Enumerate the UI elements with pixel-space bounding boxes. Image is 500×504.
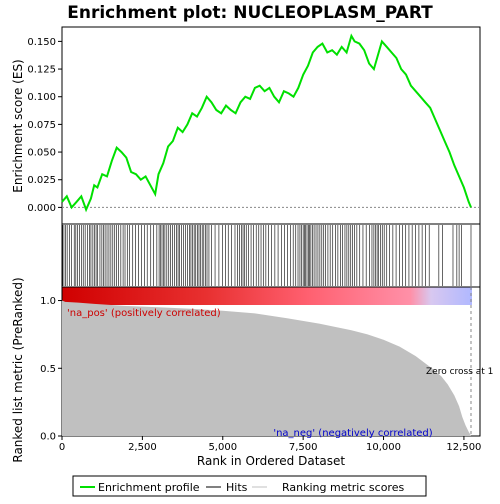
metric-ytick-label: 0.5 bbox=[40, 364, 56, 375]
es-ytick-label: 0.125 bbox=[27, 65, 56, 76]
es-ytick-label: 0.000 bbox=[27, 203, 56, 214]
legend-metric-label: Ranking metric scores bbox=[282, 481, 404, 494]
metric-ylabel: Ranked list metric (PreRanked) bbox=[11, 277, 25, 462]
pos-correlated-label: 'na_pos' (positively correlated) bbox=[67, 308, 221, 319]
x-tick-label: 12,500 bbox=[446, 442, 481, 453]
enrichment-profile-line bbox=[61, 33, 472, 213]
es-ytick-label: 0.150 bbox=[27, 37, 56, 48]
es-ytick-label: 0.100 bbox=[27, 92, 56, 103]
metric-ytick-label: 0.0 bbox=[40, 432, 56, 443]
ranking-metric-area bbox=[62, 300, 471, 436]
metric-layer bbox=[62, 287, 472, 436]
metric-ytick-label: 1.0 bbox=[40, 296, 56, 307]
x-tick-label: 10,000 bbox=[366, 442, 401, 453]
es-ytick-label: 0.050 bbox=[27, 148, 56, 159]
zero-cross-label: Zero cross at 1 bbox=[426, 367, 493, 377]
axis-layer: 0.000 0.025 0.050 0.075 0.100 0.125 0.150 0.0 0.… bbox=[27, 37, 481, 453]
x-tick-label: 2,500 bbox=[128, 442, 157, 453]
chart-title: Enrichment plot: NUCLEOPLASM_PART bbox=[67, 3, 433, 23]
legend-profile-label: Enrichment profile bbox=[98, 481, 200, 494]
es-ytick-label: 0.075 bbox=[27, 120, 56, 131]
legend: Enrichment profile Hits Ranking metric s… bbox=[72, 475, 427, 497]
es-layer bbox=[61, 33, 480, 213]
es-ylabel: Enrichment score (ES) bbox=[11, 59, 25, 192]
x-axis-label: Rank in Ordered Dataset bbox=[197, 454, 345, 468]
neg-correlated-label: 'na_neg' (negatively correlated) bbox=[273, 428, 432, 439]
hits-layer bbox=[62, 225, 472, 286]
es-panel-frame bbox=[61, 26, 481, 225]
hits-panel-frame bbox=[61, 223, 481, 288]
x-tick-label: 5,000 bbox=[208, 442, 237, 453]
x-tick-label: 7,500 bbox=[289, 442, 318, 453]
legend-box bbox=[72, 475, 427, 497]
legend-hits-label: Hits bbox=[226, 481, 248, 494]
rank-color-bar bbox=[62, 287, 472, 305]
x-tick-label: 0 bbox=[59, 442, 65, 453]
es-ytick-label: 0.025 bbox=[27, 175, 56, 186]
